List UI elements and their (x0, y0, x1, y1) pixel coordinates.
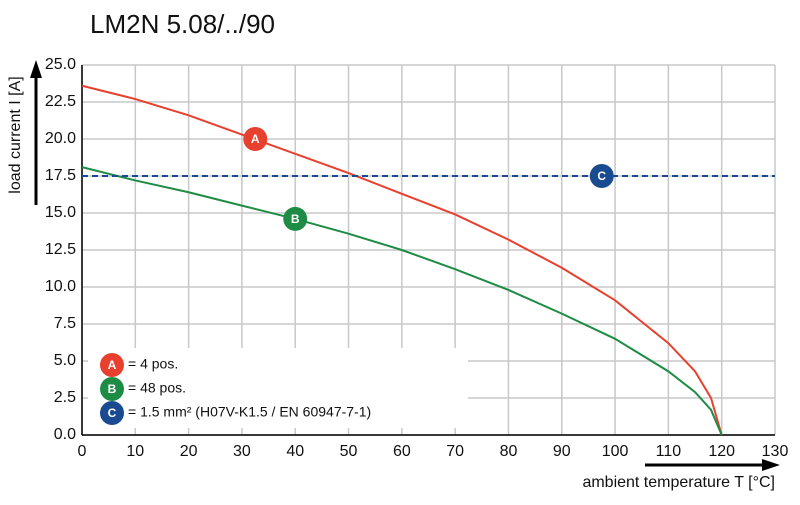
legend-label: = 4 pos. (128, 356, 178, 372)
curve-badge-letter: B (291, 212, 300, 226)
legend-label: = 1.5 mm² (H07V-K1.5 / EN 60947-7-1) (128, 404, 371, 420)
axis-arrows (30, 60, 780, 471)
curve-badge-letter: A (251, 132, 260, 146)
x-axis-label: ambient temperature T [°C] (582, 474, 775, 491)
y-axis-label: load current I [A] (7, 76, 24, 193)
y-tick-label: 7.5 (54, 315, 76, 332)
y-tick-label: 22.5 (45, 93, 76, 110)
legend-box (88, 348, 468, 428)
curve-badge-letter: C (597, 169, 606, 183)
chart-title: LM2N 5.08/../90 (90, 9, 275, 39)
curve-badge (283, 206, 308, 231)
y-tick-label: 2.5 (54, 389, 76, 406)
legend-badge-letter: C (108, 406, 117, 420)
curve-badge (589, 164, 614, 188)
y-tick-label: 15.0 (45, 204, 76, 221)
legend-badge (100, 353, 124, 377)
legend-badge (100, 377, 124, 401)
x-tick-label: 110 (656, 443, 682, 460)
data-line (81, 166, 723, 436)
x-tick-label: 0 (78, 443, 87, 460)
x-tick-label: 20 (180, 443, 198, 460)
data-line (81, 84, 723, 436)
x-tick-label: 100 (602, 443, 629, 460)
y-tick-label: 5.0 (54, 352, 76, 369)
legend-badge-letter: A (108, 358, 117, 372)
x-tick-label: 30 (233, 443, 251, 460)
curve-badge (243, 127, 268, 151)
legend-label: = 48 pos. (128, 380, 186, 396)
x-tick-label: 120 (708, 443, 735, 460)
y-tick-label: 25.0 (45, 56, 76, 73)
x-tick-label: 130 (762, 443, 789, 460)
y-tick-label: 0.0 (54, 426, 76, 443)
x-tick-label: 10 (126, 443, 144, 460)
y-tick-label: 17.5 (45, 167, 76, 184)
y-tick-label: 12.5 (45, 241, 76, 258)
x-tick-label: 40 (286, 443, 304, 460)
x-tick-label: 80 (500, 443, 518, 460)
x-tick-label: 60 (393, 443, 411, 460)
x-tick-label: 70 (446, 443, 464, 460)
x-tick-label: 90 (553, 443, 571, 460)
x-tick-label: 50 (340, 443, 358, 460)
y-tick-label: 10.0 (45, 278, 76, 295)
legend-badge (100, 401, 124, 425)
y-tick-label: 20.0 (45, 130, 76, 147)
legend-badge-letter: B (108, 382, 117, 396)
